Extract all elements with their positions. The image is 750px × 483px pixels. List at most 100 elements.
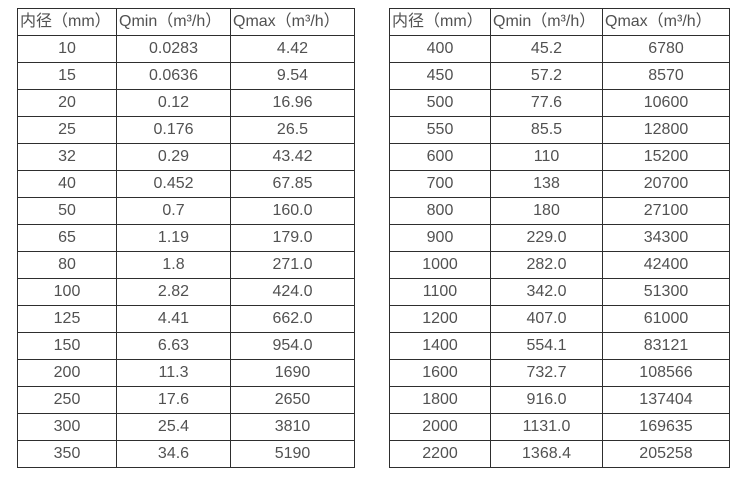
cell-inner-diameter: 50 — [17, 197, 117, 225]
cell-qmax: 16.96 — [230, 89, 355, 117]
table-row: 350 34.6 5190 — [17, 440, 355, 468]
table-row: 65 1.19 179.0 — [17, 224, 355, 252]
table-row: 50 0.7 160.0 — [17, 197, 355, 225]
table-row: 80 1.8 271.0 — [17, 251, 355, 279]
cell-qmin: 138 — [490, 170, 603, 198]
header-qmin: Qmin（m³/h） — [490, 8, 603, 36]
cell-qmin: 17.6 — [116, 386, 231, 414]
table-row: 150 6.63 954.0 — [17, 332, 355, 360]
cell-qmin: 0.176 — [116, 116, 231, 144]
cell-qmax: 160.0 — [230, 197, 355, 225]
cell-qmax: 3810 — [230, 413, 355, 441]
cell-qmin: 0.0283 — [116, 35, 231, 63]
cell-inner-diameter: 100 — [17, 278, 117, 306]
table-row: 450 57.2 8570 — [389, 62, 730, 90]
table-row: 40 0.452 67.85 — [17, 170, 355, 198]
cell-inner-diameter: 500 — [389, 89, 491, 117]
table-row: 125 4.41 662.0 — [17, 305, 355, 333]
cell-inner-diameter: 900 — [389, 224, 491, 252]
cell-inner-diameter: 1600 — [389, 359, 491, 387]
cell-qmax: 1690 — [230, 359, 355, 387]
cell-qmin: 732.7 — [490, 359, 603, 387]
header-qmax: Qmax（m³/h） — [602, 8, 730, 36]
cell-qmin: 57.2 — [490, 62, 603, 90]
header-inner-diameter: 内径（mm） — [389, 8, 491, 36]
cell-inner-diameter: 125 — [17, 305, 117, 333]
table-row: 200 11.3 1690 — [17, 359, 355, 387]
cell-inner-diameter: 20 — [17, 89, 117, 117]
cell-inner-diameter: 1200 — [389, 305, 491, 333]
cell-qmax: 169635 — [602, 413, 730, 441]
cell-qmin: 4.41 — [116, 305, 231, 333]
cell-qmin: 229.0 — [490, 224, 603, 252]
cell-qmax: 43.42 — [230, 143, 355, 171]
table-row: 600 110 15200 — [389, 143, 730, 171]
table-body: 400 45.2 6780 450 57.2 8570 500 77.6 10600 550 85.… — [389, 35, 730, 468]
table-row: 1800 916.0 137404 — [389, 386, 730, 414]
header-qmax: Qmax（m³/h） — [230, 8, 355, 36]
cell-qmax: 27100 — [602, 197, 730, 225]
table-row: 100 2.82 424.0 — [17, 278, 355, 306]
cell-inner-diameter: 200 — [17, 359, 117, 387]
table-row: 800 180 27100 — [389, 197, 730, 225]
table-row: 1100 342.0 51300 — [389, 278, 730, 306]
cell-qmax: 20700 — [602, 170, 730, 198]
cell-qmax: 662.0 — [230, 305, 355, 333]
cell-qmin: 77.6 — [490, 89, 603, 117]
cell-qmax: 108566 — [602, 359, 730, 387]
cell-qmax: 954.0 — [230, 332, 355, 360]
table-row: 1200 407.0 61000 — [389, 305, 730, 333]
cell-qmax: 205258 — [602, 440, 730, 468]
flow-table-large-diameters: 内径（mm） Qmin（m³/h） Qmax（m³/h） 400 45.2 6780… — [389, 8, 730, 468]
cell-qmin: 1368.4 — [490, 440, 603, 468]
table-row: 25 0.176 26.5 — [17, 116, 355, 144]
cell-qmin: 180 — [490, 197, 603, 225]
cell-qmin: 407.0 — [490, 305, 603, 333]
cell-qmin: 282.0 — [490, 251, 603, 279]
table-row: 1600 732.7 108566 — [389, 359, 730, 387]
cell-qmin: 0.7 — [116, 197, 231, 225]
cell-qmin: 554.1 — [490, 332, 603, 360]
cell-qmax: 15200 — [602, 143, 730, 171]
cell-inner-diameter: 700 — [389, 170, 491, 198]
cell-inner-diameter: 2200 — [389, 440, 491, 468]
cell-qmin: 1.8 — [116, 251, 231, 279]
cell-inner-diameter: 1400 — [389, 332, 491, 360]
cell-qmax: 34300 — [602, 224, 730, 252]
cell-qmax: 8570 — [602, 62, 730, 90]
cell-qmin: 342.0 — [490, 278, 603, 306]
cell-qmax: 424.0 — [230, 278, 355, 306]
cell-inner-diameter: 450 — [389, 62, 491, 90]
cell-qmax: 26.5 — [230, 116, 355, 144]
cell-qmin: 85.5 — [490, 116, 603, 144]
cell-qmin: 25.4 — [116, 413, 231, 441]
cell-inner-diameter: 400 — [389, 35, 491, 63]
table-row: 1400 554.1 83121 — [389, 332, 730, 360]
table-row: 20 0.12 16.96 — [17, 89, 355, 117]
cell-qmin: 11.3 — [116, 359, 231, 387]
header-row: 内径（mm） Qmin（m³/h） Qmax（m³/h） — [389, 8, 730, 36]
cell-inner-diameter: 800 — [389, 197, 491, 225]
cell-qmin: 0.12 — [116, 89, 231, 117]
cell-qmax: 137404 — [602, 386, 730, 414]
cell-qmax: 179.0 — [230, 224, 355, 252]
cell-inner-diameter: 150 — [17, 332, 117, 360]
cell-qmax: 271.0 — [230, 251, 355, 279]
cell-inner-diameter: 65 — [17, 224, 117, 252]
cell-qmax: 67.85 — [230, 170, 355, 198]
cell-qmax: 83121 — [602, 332, 730, 360]
table-row: 32 0.29 43.42 — [17, 143, 355, 171]
table-row: 300 25.4 3810 — [17, 413, 355, 441]
cell-qmin: 110 — [490, 143, 603, 171]
cell-inner-diameter: 80 — [17, 251, 117, 279]
header-inner-diameter: 内径（mm） — [17, 8, 117, 36]
table-row: 250 17.6 2650 — [17, 386, 355, 414]
cell-qmin: 2.82 — [116, 278, 231, 306]
table-row: 2000 1131.0 169635 — [389, 413, 730, 441]
cell-qmin: 1.19 — [116, 224, 231, 252]
cell-inner-diameter: 32 — [17, 143, 117, 171]
cell-inner-diameter: 1100 — [389, 278, 491, 306]
cell-qmin: 34.6 — [116, 440, 231, 468]
table-row: 700 138 20700 — [389, 170, 730, 198]
cell-qmax: 42400 — [602, 251, 730, 279]
